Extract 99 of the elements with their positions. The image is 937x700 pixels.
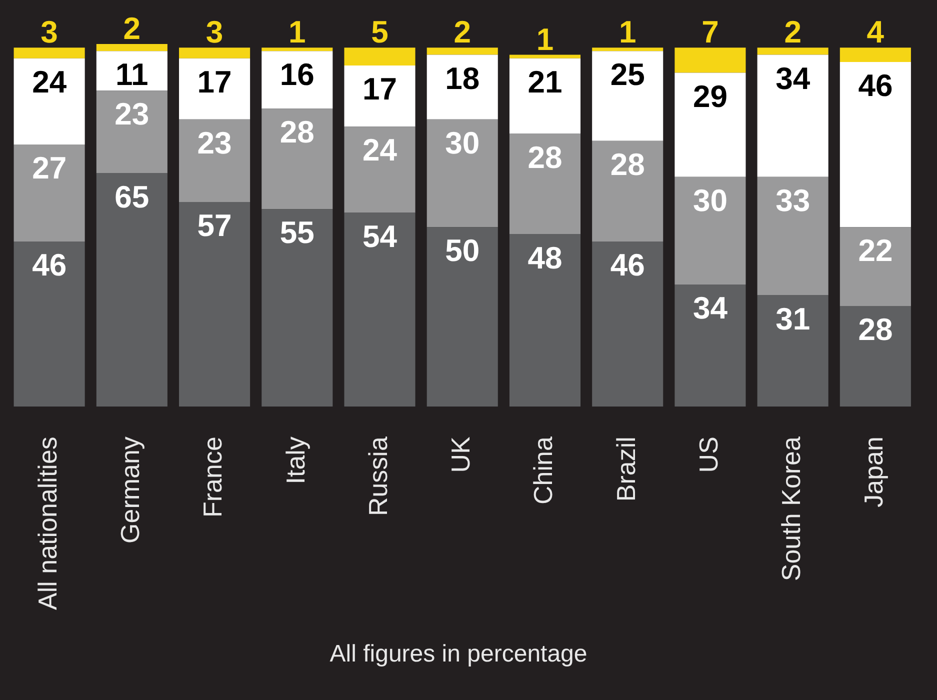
bar: [426, 119, 498, 228]
bar: [262, 51, 333, 109]
bar: [840, 62, 911, 228]
bar: [674, 48, 746, 73]
bar: [262, 48, 333, 52]
data-label: 50: [445, 233, 480, 268]
data-label: 7: [702, 14, 719, 50]
bar: [840, 48, 911, 62]
data-label: 2: [784, 14, 802, 50]
data-label: 25: [610, 57, 645, 92]
data-label: 28: [528, 140, 562, 175]
x-tick-label: France: [198, 436, 228, 518]
x-tick-label: China: [528, 436, 558, 505]
bar: [344, 212, 416, 407]
bar: [426, 48, 498, 55]
bar: [757, 176, 828, 296]
data-label: 23: [197, 125, 232, 160]
data-label: 24: [32, 64, 68, 100]
bar: [14, 48, 85, 58]
data-label: 46: [858, 68, 893, 103]
data-label: 65: [114, 179, 150, 214]
data-label: 34: [692, 290, 728, 326]
data-label: 57: [197, 208, 232, 243]
data-label: 22: [858, 233, 893, 268]
data-label: 4: [866, 14, 885, 50]
bar: [509, 134, 581, 234]
data-label: 54: [362, 218, 398, 254]
bar: [96, 44, 168, 52]
bar: [96, 173, 168, 407]
data-label: 29: [692, 78, 728, 114]
bar: [344, 66, 416, 127]
bar: [426, 227, 498, 407]
bar: [14, 144, 85, 242]
bar: [344, 48, 416, 66]
data-label: 18: [445, 60, 480, 96]
bar: [592, 241, 664, 407]
bar: [592, 51, 664, 141]
bar: [840, 227, 911, 306]
bar: [757, 48, 828, 55]
data-label: 24: [362, 132, 398, 168]
data-label: 34: [776, 60, 811, 96]
data-label: 1: [288, 14, 306, 50]
data-label: 28: [280, 114, 314, 150]
bar: [344, 126, 416, 213]
data-label: 21: [528, 64, 562, 100]
data-label: 3: [40, 14, 58, 50]
data-label: 5: [371, 14, 388, 50]
x-tick-label: Russia: [362, 436, 393, 516]
bar: [674, 72, 746, 177]
bar: [757, 295, 828, 407]
bar: [14, 241, 85, 407]
x-tick-label: All nationalities: [32, 436, 62, 610]
bar: [509, 54, 581, 58]
bar: [757, 54, 828, 177]
bar: [426, 54, 498, 120]
data-label: 11: [116, 57, 148, 92]
data-label: 46: [32, 247, 67, 282]
data-label: 48: [528, 240, 562, 276]
data-label: 2: [123, 11, 141, 46]
data-label: 30: [445, 125, 480, 160]
data-label: 23: [114, 96, 150, 132]
bar: [592, 48, 664, 52]
data-label: 28: [610, 146, 645, 182]
data-label: 31: [776, 301, 810, 336]
bar: [674, 176, 746, 285]
x-tick-label: UK: [446, 436, 476, 473]
bar: [509, 234, 581, 407]
data-label: 30: [692, 182, 728, 218]
data-label: 55: [280, 215, 314, 250]
data-label: 2: [454, 14, 471, 50]
bar: [179, 58, 250, 120]
data-label: 46: [610, 247, 645, 282]
data-label: 17: [362, 72, 397, 107]
bar: [179, 48, 250, 58]
data-label: 1: [618, 14, 636, 50]
x-tick-label: Brazil: [610, 436, 641, 502]
bar: [179, 119, 250, 202]
x-tick-label: Germany: [115, 436, 146, 544]
bar: [262, 209, 333, 407]
bar: [179, 202, 250, 407]
bar: [592, 140, 664, 242]
data-label: 1: [536, 22, 554, 57]
bar: [674, 284, 746, 407]
x-tick-label: South Korea: [776, 436, 806, 582]
text: All figures in percentage: [330, 640, 588, 668]
bar: [14, 58, 85, 145]
bar: [262, 108, 333, 210]
x-tick-label: US: [693, 436, 724, 473]
x-tick-label: Japan: [858, 436, 889, 508]
bar: [509, 58, 581, 134]
data-label: 16: [280, 57, 314, 92]
bar: [96, 90, 168, 174]
data-label: 27: [32, 150, 67, 186]
data-label: 28: [858, 312, 893, 348]
data-label: 33: [776, 182, 810, 218]
data-label: 17: [197, 64, 232, 100]
bar: [840, 306, 911, 407]
x-tick-label: Italy: [280, 436, 310, 484]
data-label: 3: [206, 14, 224, 50]
